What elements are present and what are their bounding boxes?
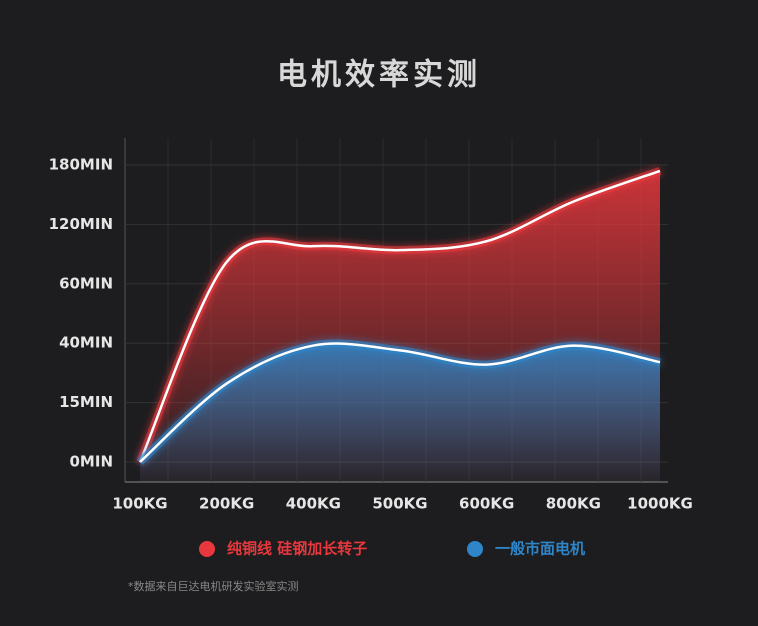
x-tick-label: 1000KG	[627, 495, 693, 513]
legend-label: 一般市面电机	[495, 540, 585, 558]
area	[140, 343, 660, 482]
x-tick-label: 200KG	[199, 495, 254, 513]
x-tick-label: 100KG	[112, 495, 167, 513]
x-tick-label: 800KG	[546, 495, 601, 513]
x-tick-label: 600KG	[459, 495, 514, 513]
x-tick-label: 400KG	[286, 495, 341, 513]
legend-swatch	[467, 541, 483, 557]
y-tick-label: 60MIN	[59, 274, 113, 292]
y-tick-label: 120MIN	[49, 215, 113, 233]
x-tick-label: 500KG	[372, 495, 427, 513]
line	[139, 342, 661, 463]
legend-swatch	[199, 541, 215, 557]
y-tick-label: 15MIN	[59, 393, 113, 411]
y-tick-label: 40MIN	[59, 334, 113, 352]
line	[138, 169, 661, 463]
footnote: *数据来自巨达电机研发实验室实测	[128, 579, 299, 593]
legend-label: 纯铜线 硅钢加长转子	[227, 540, 367, 558]
y-tick-label: 0MIN	[70, 453, 114, 471]
chart-title: 电机效率实测	[277, 58, 481, 93]
y-tick-label: 180MIN	[49, 156, 113, 174]
